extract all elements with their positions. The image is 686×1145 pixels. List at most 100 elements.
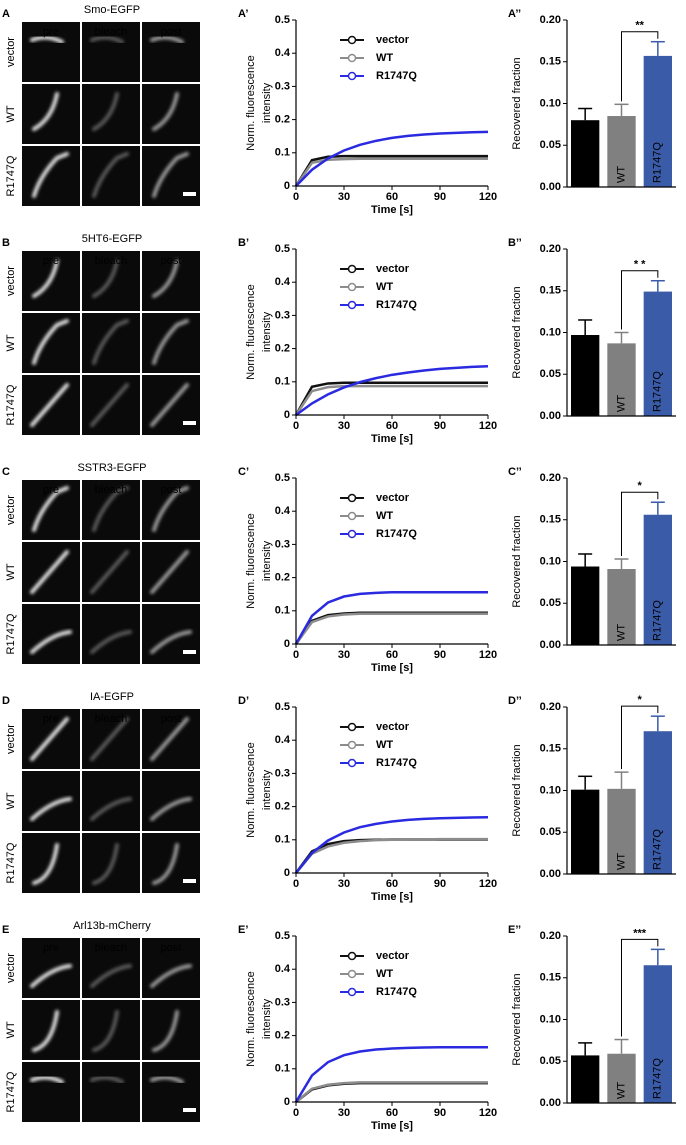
row-label: R1747Q	[5, 1071, 17, 1112]
panel-title: Arl13b-mCherry	[73, 920, 151, 932]
y-tick-label: 0.00	[540, 1097, 561, 1109]
scale-bar	[183, 421, 196, 425]
y-tick-label: 0	[284, 638, 290, 650]
micrograph	[142, 480, 200, 540]
row-label: vector	[5, 266, 17, 296]
legend-label: R1747Q	[376, 528, 417, 540]
row-label: vector	[5, 37, 17, 67]
row-label: R1747Q	[5, 613, 17, 654]
panel-letter: A’’	[508, 8, 521, 20]
y-tick-label: 0.5	[275, 472, 290, 484]
y-tick-label: 0.5	[275, 930, 290, 942]
cilium	[92, 843, 119, 885]
cilium	[150, 1075, 184, 1084]
y-tick-label: 0.15	[540, 514, 561, 526]
micrograph	[22, 938, 80, 998]
panel-letter: D’’	[508, 695, 522, 707]
y-tick-label: 0.2	[275, 572, 290, 584]
y-tick-label: 0.15	[540, 743, 561, 755]
legend-marker	[347, 71, 357, 81]
legend-label: vector	[376, 34, 410, 46]
y-tick-label: 0	[284, 409, 290, 421]
bar-label: WT	[615, 395, 627, 412]
y-tick-label: 0.1	[275, 147, 290, 159]
y-tick-label: 0.1	[275, 834, 290, 846]
micrograph	[22, 313, 80, 373]
x-tick-label: 0	[293, 878, 299, 890]
legend-marker	[347, 35, 357, 45]
cilium	[150, 550, 189, 594]
micrograph	[82, 22, 140, 82]
x-axis-label: Time [s]	[371, 204, 413, 216]
panel-title: IA-EGFP	[90, 691, 134, 703]
legend-marker	[347, 740, 357, 750]
fit-line	[294, 590, 488, 645]
x-tick-label: 90	[434, 420, 446, 432]
y-tick-label: 0.2	[275, 801, 290, 813]
y-tick-label: 0.1	[275, 605, 290, 617]
bar	[607, 343, 636, 416]
legend-marker	[347, 282, 357, 292]
axes	[295, 20, 488, 187]
cilium	[90, 383, 129, 427]
column-label: pre	[43, 484, 59, 496]
fit-line	[295, 815, 489, 874]
legend-label: R1747Q	[376, 299, 417, 311]
panel-letter: E’	[238, 924, 248, 936]
x-tick-label: 60	[386, 878, 398, 890]
x-tick-label: 0	[293, 1107, 299, 1119]
column-label: pre	[43, 255, 59, 267]
micrograph	[22, 1062, 80, 1122]
legend-marker	[347, 300, 357, 310]
significance-bracket	[621, 270, 659, 330]
fit-line	[295, 1081, 488, 1103]
y-tick-label: 0.3	[275, 309, 290, 321]
legend-marker	[347, 529, 357, 539]
column-label: post	[161, 942, 182, 954]
significance-bracket	[621, 938, 659, 1037]
bar	[643, 291, 673, 416]
legend-label: WT	[376, 281, 393, 293]
row-label: R1747Q	[5, 842, 17, 883]
bar	[570, 335, 600, 416]
cilium	[150, 383, 189, 427]
y-axis-label: intensity	[261, 82, 273, 123]
row-label: vector	[5, 495, 17, 525]
panel-letter: C	[2, 466, 10, 478]
cilium	[152, 486, 189, 532]
cilium	[30, 797, 72, 821]
x-tick-label: 30	[338, 191, 350, 203]
cilium	[150, 35, 184, 44]
significance: **	[635, 20, 644, 32]
column-label: bleach	[95, 26, 127, 38]
y-axis-label: Norm. fluorescence	[245, 971, 257, 1066]
scale-bar	[183, 879, 196, 883]
cilium	[92, 259, 119, 298]
cilium	[32, 152, 69, 198]
micrograph	[142, 1062, 200, 1122]
y-axis-label: Recovered fraction	[511, 515, 523, 607]
y-axis-label: Recovered fraction	[511, 744, 523, 836]
micrograph	[82, 1062, 140, 1122]
legend-label: WT	[376, 510, 393, 522]
panel-letter: E	[2, 924, 9, 936]
cilium	[150, 797, 192, 821]
x-tick-label: 60	[386, 649, 398, 661]
cilium	[90, 35, 124, 44]
cilium	[92, 319, 129, 365]
cilium	[150, 964, 192, 988]
axes	[566, 478, 676, 646]
legend-marker	[347, 53, 357, 63]
legend-marker	[347, 493, 357, 503]
y-tick-label: 0.10	[540, 1013, 561, 1025]
axes	[295, 249, 488, 416]
x-tick-label: 90	[434, 191, 446, 203]
y-tick-label: 0.20	[540, 14, 561, 26]
axes	[295, 707, 488, 874]
column-label: pre	[43, 26, 59, 38]
x-tick-label: 30	[338, 649, 350, 661]
y-axis-label: Norm. fluorescence	[245, 284, 257, 379]
cilium	[90, 550, 129, 594]
cilium	[92, 92, 119, 131]
x-tick-label: 60	[386, 420, 398, 432]
